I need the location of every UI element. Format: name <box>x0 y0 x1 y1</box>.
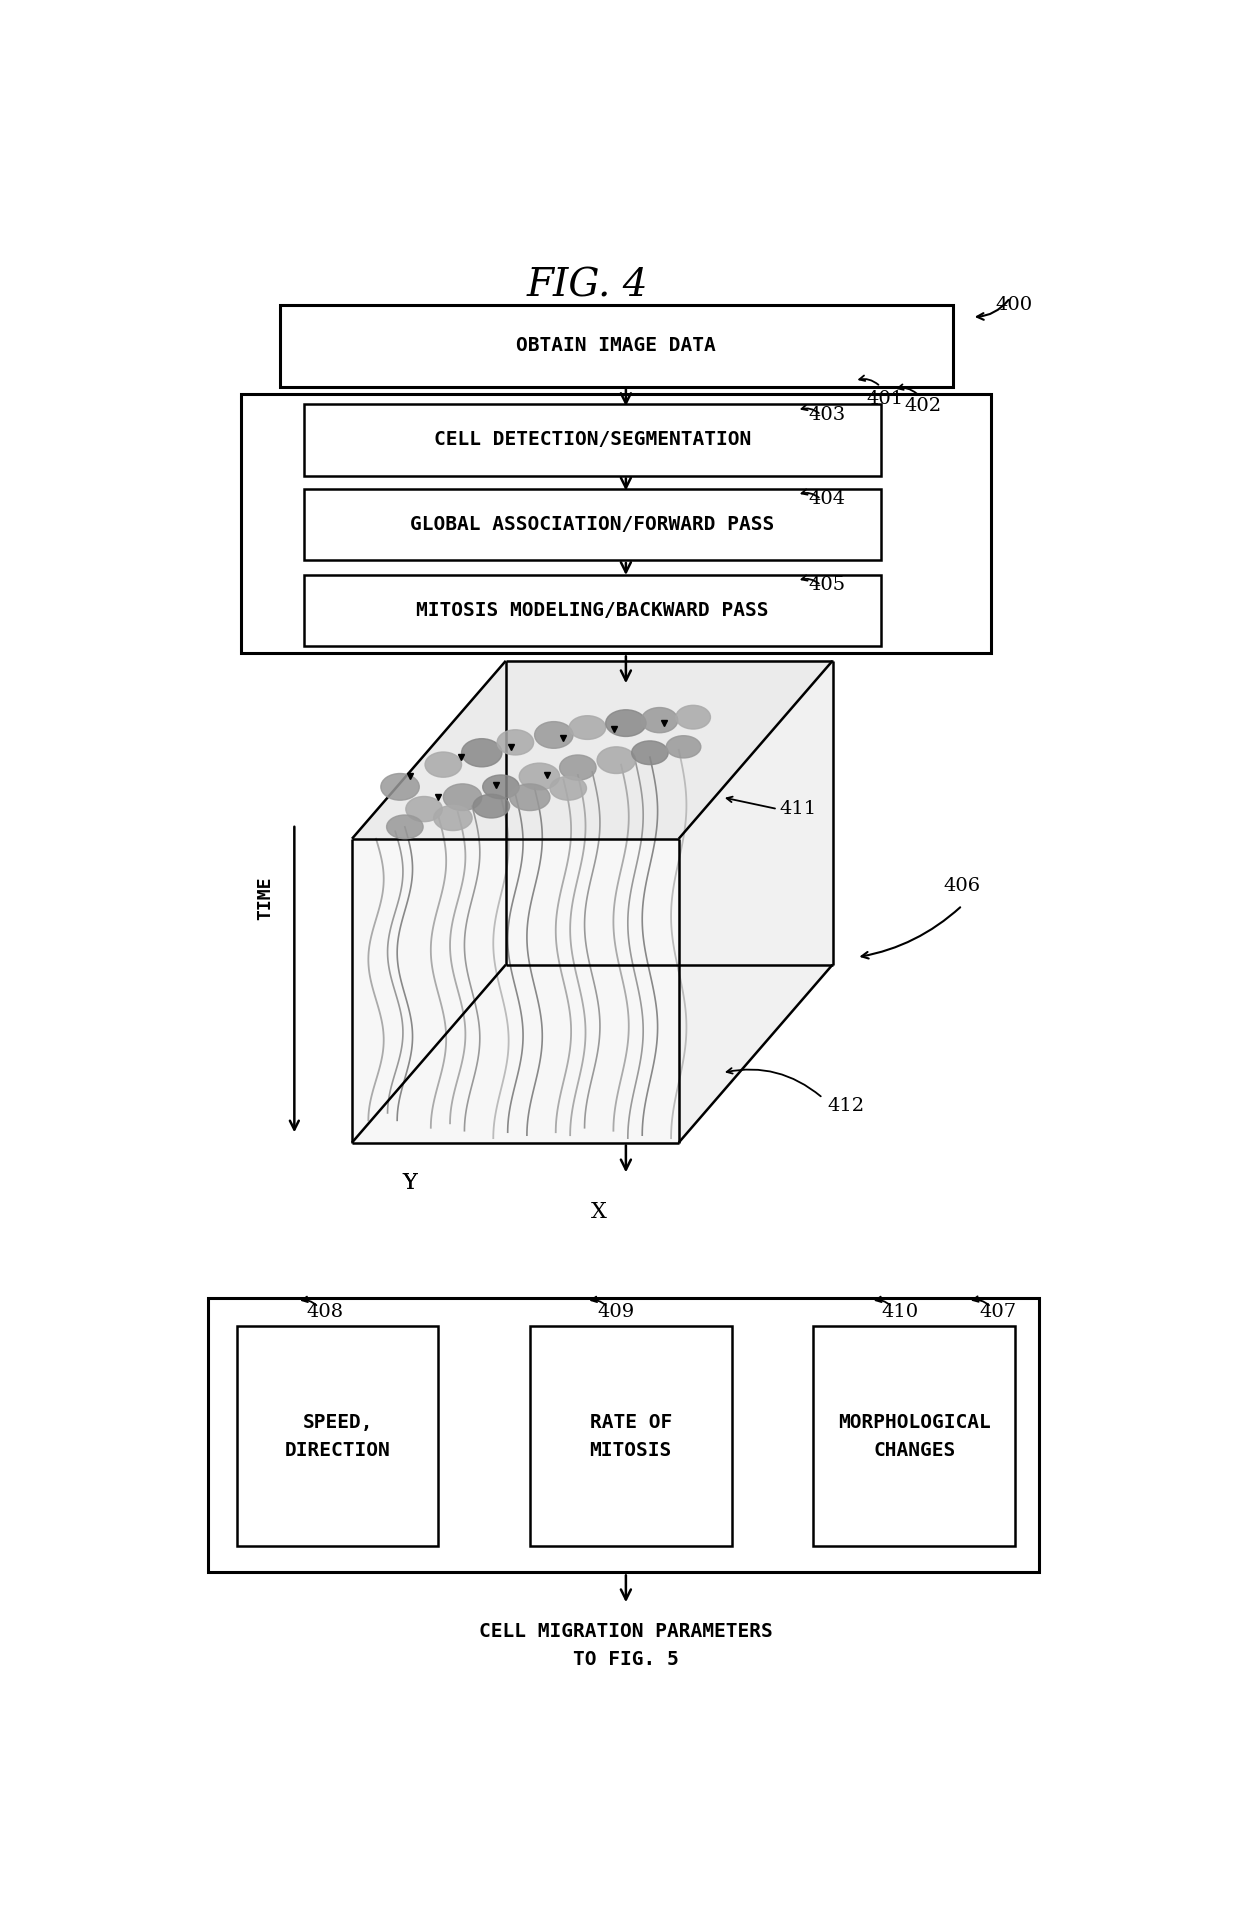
Text: SPEED,
DIRECTION: SPEED, DIRECTION <box>285 1413 391 1459</box>
Ellipse shape <box>520 762 559 789</box>
Text: 400: 400 <box>996 296 1033 314</box>
FancyBboxPatch shape <box>304 489 880 560</box>
Ellipse shape <box>559 755 596 780</box>
Text: OBTAIN IMAGE DATA: OBTAIN IMAGE DATA <box>516 337 717 356</box>
Ellipse shape <box>474 795 510 818</box>
Text: MORPHOLOGICAL
CHANGES: MORPHOLOGICAL CHANGES <box>838 1413 991 1459</box>
Text: CELL DETECTION/SEGMENTATION: CELL DETECTION/SEGMENTATION <box>434 431 751 450</box>
Ellipse shape <box>381 774 419 801</box>
Text: 412: 412 <box>828 1097 864 1115</box>
Text: MITOSIS MODELING/BACKWARD PASS: MITOSIS MODELING/BACKWARD PASS <box>415 601 769 620</box>
Polygon shape <box>678 660 832 1143</box>
Ellipse shape <box>569 716 605 739</box>
Ellipse shape <box>631 741 668 764</box>
Text: 401: 401 <box>866 389 903 408</box>
Polygon shape <box>352 839 678 1143</box>
Ellipse shape <box>461 739 502 766</box>
Text: 406: 406 <box>942 878 980 895</box>
Text: Y: Y <box>402 1172 417 1194</box>
Text: 408: 408 <box>306 1303 343 1321</box>
FancyBboxPatch shape <box>304 404 880 475</box>
Text: 409: 409 <box>596 1303 635 1321</box>
FancyBboxPatch shape <box>242 395 991 653</box>
Ellipse shape <box>676 705 711 730</box>
FancyBboxPatch shape <box>208 1297 1039 1573</box>
Text: X: X <box>591 1201 606 1222</box>
Text: 410: 410 <box>882 1303 919 1321</box>
FancyBboxPatch shape <box>529 1326 732 1546</box>
Text: TIME: TIME <box>257 876 274 920</box>
Text: RATE OF
MITOSIS: RATE OF MITOSIS <box>589 1413 672 1459</box>
Ellipse shape <box>387 814 423 839</box>
Ellipse shape <box>425 753 461 778</box>
Text: CELL MIGRATION PARAMETERS
TO FIG. 5: CELL MIGRATION PARAMETERS TO FIG. 5 <box>479 1621 773 1669</box>
FancyBboxPatch shape <box>813 1326 1016 1546</box>
Ellipse shape <box>551 776 587 801</box>
Ellipse shape <box>434 805 472 830</box>
Polygon shape <box>352 660 832 839</box>
Ellipse shape <box>405 797 443 822</box>
Text: 407: 407 <box>980 1303 1017 1321</box>
Text: 402: 402 <box>905 397 941 416</box>
Text: 403: 403 <box>808 406 846 424</box>
Ellipse shape <box>605 710 646 737</box>
Ellipse shape <box>497 730 533 755</box>
Ellipse shape <box>482 776 520 799</box>
Ellipse shape <box>534 722 573 749</box>
Text: Y: Y <box>402 1172 417 1194</box>
Ellipse shape <box>596 747 635 774</box>
Ellipse shape <box>444 783 481 810</box>
FancyBboxPatch shape <box>280 304 952 387</box>
Ellipse shape <box>641 708 678 733</box>
Text: 405: 405 <box>808 576 846 595</box>
FancyBboxPatch shape <box>237 1326 439 1546</box>
FancyBboxPatch shape <box>304 576 880 647</box>
Text: 411: 411 <box>780 801 817 818</box>
Text: 404: 404 <box>808 491 846 508</box>
Text: FIG. 4: FIG. 4 <box>527 268 649 304</box>
Ellipse shape <box>666 735 701 758</box>
Text: GLOBAL ASSOCIATION/FORWARD PASS: GLOBAL ASSOCIATION/FORWARD PASS <box>410 516 774 533</box>
Ellipse shape <box>510 783 551 810</box>
